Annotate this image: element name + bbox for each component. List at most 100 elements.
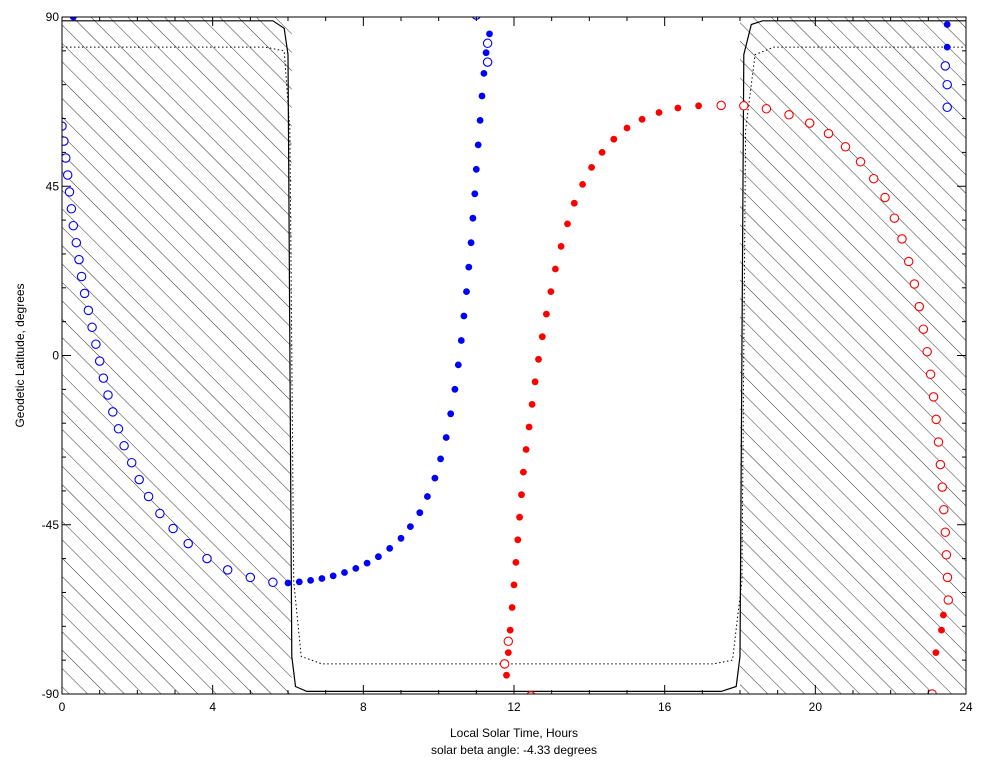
blue-open-point [62,170,73,180]
red-open-point [914,301,925,312]
blue-open-point [482,38,493,49]
red-filled-point [623,124,631,132]
blue-filled-point [442,434,450,441]
blue-filled-point [341,569,348,576]
blue-filled-point [465,263,473,271]
blue-filled-point [469,214,477,222]
blue-filled-point [437,455,444,463]
x-tick-label: 20 [809,700,823,714]
y-tick-label: -90 [42,687,60,701]
blue-open-point [66,204,77,214]
blue-filled-point [329,572,337,580]
x-tick-label: 24 [959,700,973,714]
blue-filled-point [463,288,470,295]
red-filled-point [503,671,510,679]
blue-filled-point [424,493,431,500]
blue-open-point [98,373,109,383]
blue-open-point [108,407,118,417]
blue-open-point [942,102,952,113]
red-open-point [823,128,834,139]
blue-filled-point [69,17,77,21]
red-open-point [918,324,929,334]
blue-open-point [83,305,94,316]
blue-open-point [79,288,90,299]
blue-open-point [62,153,71,163]
red-open-point [909,279,920,289]
red-filled-point [674,104,682,112]
blue-filled-point [295,578,303,586]
red-open-point [761,104,772,114]
blue-filled-point [451,385,459,393]
beta-angle-caption: solar beta angle: -4.33 degrees [431,743,597,757]
blue-open-point [245,572,256,583]
y-axis-title: Geodetic Latitude, degrees [13,283,27,427]
red-open-point [804,118,815,128]
blue-open-point [268,577,278,588]
blue-open-point [64,187,75,197]
blue-open-point [155,508,165,519]
blue-open-point [103,390,113,400]
blue-filled-point [352,565,360,572]
blue-filled-point [284,579,292,587]
red-open-point [939,504,949,515]
blue-open-point [94,356,105,366]
red-filled-point [510,581,518,589]
blue-filled-point [386,545,394,552]
red-filled-point [638,115,646,123]
red-filled-point [570,199,578,207]
red-filled-point [547,288,555,295]
y-tick-label: 90 [46,10,60,24]
red-open-point [940,527,951,538]
x-axis-title: Local Solar Time, Hours [450,726,578,740]
red-filled-point [695,102,702,110]
red-filled-point [525,423,533,431]
red-filled-point [557,243,565,250]
red-filled-point [522,446,530,453]
blue-filled-point [482,49,490,57]
red-filled-point [610,135,618,143]
blue-filled-point [397,534,405,542]
blue-filled-point [375,553,382,561]
night-regions [62,17,966,694]
blue-filled-point [457,337,465,344]
data-points [62,17,954,694]
red-open-point [784,110,794,120]
blue-open-point [942,79,952,90]
red-open-point [903,256,914,267]
red-open-point [935,459,946,470]
blue-open-point [940,61,951,71]
blue-filled-point [943,43,951,51]
red-filled-point [531,378,539,386]
red-filled-point [514,536,522,544]
red-filled-point [598,149,606,156]
y-tick-label: 45 [46,179,60,193]
red-filled-point [538,333,546,341]
blue-filled-point [471,190,479,198]
blue-open-point [62,136,69,146]
x-tick-label: 4 [209,700,216,714]
night-region-2 [740,17,966,694]
blue-open-point [113,424,124,434]
red-filled-point [543,310,550,318]
x-tick-label: 8 [360,700,367,714]
blue-filled-point [460,312,468,320]
red-open-point [943,595,954,605]
blue-open-point [134,474,144,485]
blue-open-point [87,322,97,333]
blue-filled-point [407,523,414,530]
red-open-point [928,392,939,402]
blue-filled-point [480,70,488,77]
red-filled-point [506,626,514,634]
blue-open-point [76,271,87,282]
red-filled-point [938,626,945,634]
blue-filled-point [472,165,480,173]
red-filled-point [588,164,595,171]
blue-open-point [143,491,154,502]
red-open-point [503,636,514,647]
blue-open-point [168,523,178,534]
red-open-point [922,346,932,357]
red-open-point [716,100,726,111]
night-region-1 [62,17,292,694]
blue-filled-point [363,559,371,567]
red-filled-point [504,649,512,656]
